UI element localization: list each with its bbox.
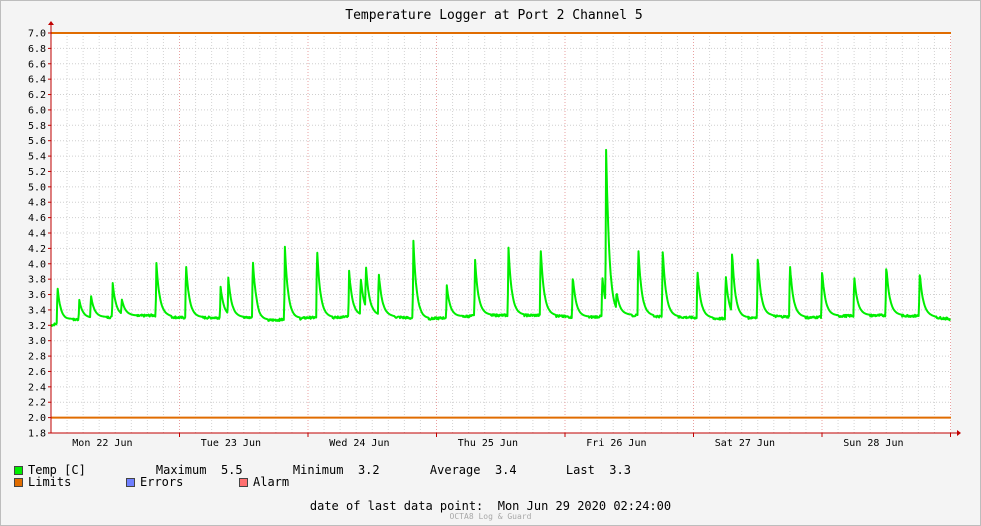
series-line-temp <box>50 148 951 327</box>
stat-average: Average 3.4 <box>401 449 537 491</box>
legend-errors: Errors <box>126 475 239 489</box>
y-tick-label: 7.0 <box>28 29 46 40</box>
y-tick-label: 6.6 <box>28 59 46 70</box>
stat-last: Last 3.3 <box>537 449 631 491</box>
legend-swatch-temp <box>14 465 23 475</box>
stat-maximum: Maximum 5.5 <box>127 449 264 491</box>
y-tick-label: 1.8 <box>28 429 46 440</box>
y-tick-label: 3.2 <box>28 321 46 332</box>
y-tick-label: 2.6 <box>28 367 46 378</box>
stat-minimum-label: Minimum <box>292 463 344 477</box>
stat-maximum-value: 5.5 <box>220 463 243 477</box>
last-data-point: date of last data point: Mon Jun 29 2020… <box>0 499 981 513</box>
legend-errors-label: Errors <box>140 475 184 489</box>
y-tick-label: 5.0 <box>28 182 46 193</box>
x-tick-label: Mon 22 Jun <box>72 438 132 449</box>
legend-limits: Limits <box>14 475 126 489</box>
y-tick-label: 6.0 <box>28 105 46 116</box>
y-axis-arrow <box>48 21 54 25</box>
y-tick-label: 3.6 <box>28 290 46 301</box>
y-tick-label: 2.0 <box>28 413 46 424</box>
y-tick-label: 6.2 <box>28 90 46 101</box>
stat-average-label: Average <box>429 463 481 477</box>
y-tick-label: 5.2 <box>28 167 46 178</box>
y-tick-label: 4.8 <box>28 198 46 209</box>
x-axis-ticks: Mon 22 Jun Tue 23 Jun Wed 24 Jun Thu 25 Jun… <box>72 433 951 449</box>
y-tick-label: 5.4 <box>28 152 46 163</box>
stat-last-label: Last <box>565 463 595 477</box>
legend-row-2: Limits Errors Alarm <box>14 475 289 489</box>
y-tick-label: 4.0 <box>28 259 46 270</box>
limit-lines <box>51 32 951 419</box>
stat-minimum: Minimum 3.2 <box>264 449 401 491</box>
y-tick-label: 3.0 <box>28 336 46 347</box>
y-tick-label: 4.4 <box>28 229 46 240</box>
legend-alarm: Alarm <box>239 475 289 489</box>
temperature-chart: Temperature Logger at Port 2 Channel 5 7… <box>28 8 961 449</box>
legend-swatch-limits <box>14 477 23 487</box>
stat-last-value: 3.3 <box>609 463 631 477</box>
legend-limits-label: Limits <box>28 475 72 489</box>
y-tick-label: 2.8 <box>28 352 46 363</box>
y-tick-label: 4.2 <box>28 244 46 255</box>
legend-row-1: Temp [C] Maximum 5.5 Minimum 3.2 Average… <box>14 463 631 477</box>
legend-alarm-label: Alarm <box>253 475 290 489</box>
credit-watermark: OCTA8 Log & Guard <box>449 512 532 521</box>
y-tick-label: 3.4 <box>28 305 46 316</box>
x-tick-label: Wed 24 Jun <box>329 438 389 449</box>
y-tick-label: 5.6 <box>28 136 46 147</box>
y-tick-label: 2.2 <box>28 398 46 409</box>
grid <box>50 32 951 434</box>
axes <box>48 21 961 436</box>
x-tick-label: Sat 27 Jun <box>715 438 775 449</box>
stat-average-value: 3.4 <box>494 463 517 477</box>
y-tick-label: 4.6 <box>28 213 46 224</box>
y-tick-label: 5.8 <box>28 121 46 132</box>
series-group <box>50 148 951 327</box>
x-tick-label: Thu 25 Jun <box>458 438 518 449</box>
chart-title: Temperature Logger at Port 2 Channel 5 <box>345 8 642 23</box>
x-tick-label: Sun 28 Jun <box>843 438 903 449</box>
x-tick-label: Fri 26 Jun <box>586 438 646 449</box>
legend-temp: Temp [C] <box>14 463 127 477</box>
y-tick-label: 3.8 <box>28 275 46 286</box>
y-axis-ticks: 7.0 6.8 6.6 6.4 6.2 6.0 5.8 5.6 5.4 5.2 5.0 4.8 4.6 4… <box>28 29 51 440</box>
x-axis-arrow <box>957 430 961 436</box>
last-data-point-label: date of last data point: <box>309 499 484 513</box>
legend-swatch-alarm <box>239 477 248 487</box>
legend-temp-label: Temp [C] <box>28 463 86 477</box>
y-tick-label: 6.8 <box>28 44 46 55</box>
legend-swatch-errors <box>126 477 135 487</box>
x-tick-label: Tue 23 Jun <box>201 438 261 449</box>
y-tick-label: 2.4 <box>28 382 46 393</box>
last-data-point-value: Mon Jun 29 2020 02:24:00 <box>497 499 672 513</box>
stat-minimum-value: 3.2 <box>357 463 380 477</box>
y-tick-label: 6.4 <box>28 75 46 86</box>
stat-maximum-label: Maximum <box>155 463 207 477</box>
